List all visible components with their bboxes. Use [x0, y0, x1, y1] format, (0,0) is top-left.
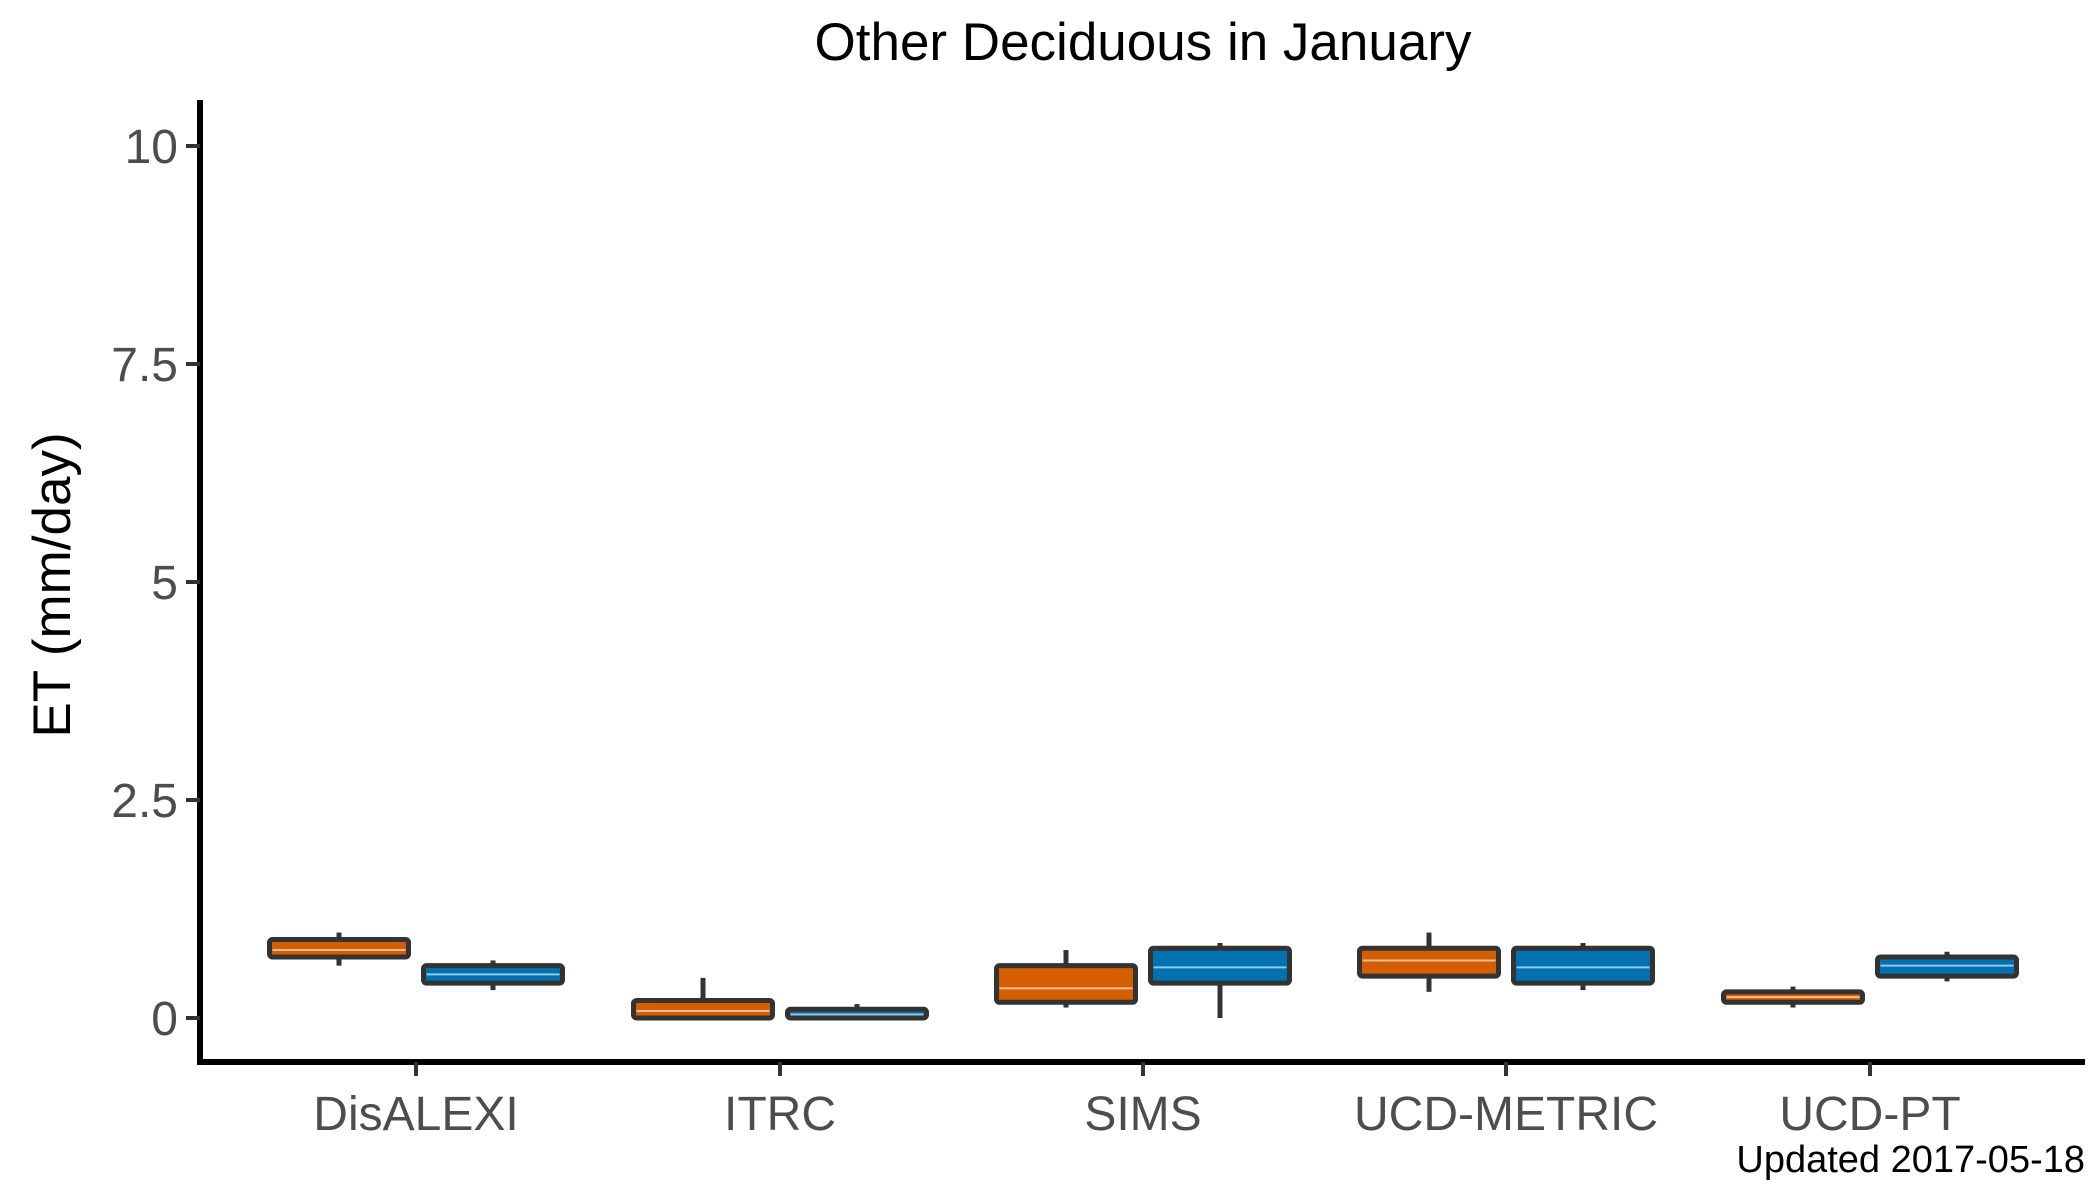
x-tick-label: SIMS: [1084, 1088, 1201, 1141]
x-tick-label: DisALEXI: [313, 1088, 518, 1141]
y-tick-label: 10: [125, 121, 178, 174]
box: [1148, 945, 1292, 986]
box: [994, 963, 1138, 1005]
y-axis-label: ET (mm/day): [23, 432, 82, 737]
box: [267, 937, 411, 960]
y-tick-label: 2.5: [111, 775, 178, 828]
y-tick-label: 0: [151, 993, 178, 1046]
footer-note: Updated 2017-05-18: [1736, 1139, 2085, 1181]
y-tick-label: 7.5: [111, 339, 178, 392]
x-tick-label: UCD-PT: [1779, 1088, 1960, 1141]
box: [1511, 945, 1655, 986]
box: [631, 998, 775, 1021]
plot-area: 0 2.5 5 7.5 10 DisALEXI ITRC SIMS UCD-METRIC UCD-…: [111, 100, 2085, 1141]
x-tick-label: UCD-METRIC: [1354, 1088, 1658, 1141]
y-tick-label: 5: [151, 557, 178, 610]
x-tick-label: ITRC: [724, 1088, 836, 1141]
box: [1357, 945, 1501, 979]
chart-title: Other Deciduous in January: [815, 13, 1472, 72]
